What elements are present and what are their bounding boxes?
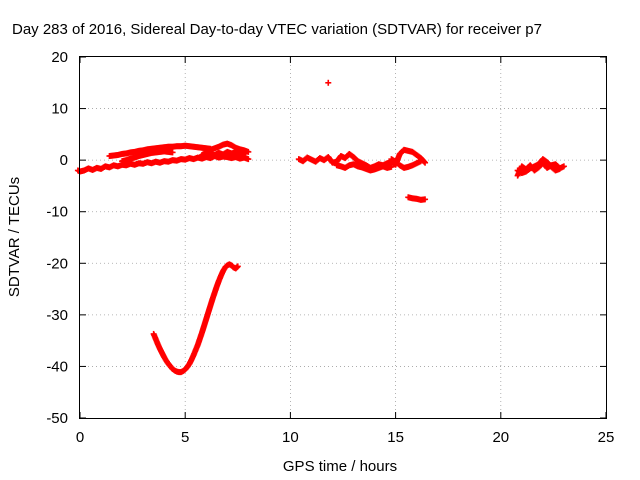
data-point — [556, 165, 563, 172]
marks-layer — [74, 79, 567, 376]
plot-frame — [79, 56, 607, 419]
data-point — [245, 148, 252, 155]
y-tick-label: 20 — [51, 49, 68, 66]
data-point — [169, 149, 176, 156]
x-tick-label: 10 — [282, 429, 299, 446]
y-tick-label: 10 — [51, 101, 68, 118]
data-point — [325, 79, 332, 86]
data-point — [241, 150, 248, 157]
data-point — [422, 196, 429, 203]
x-tick-label: 15 — [387, 429, 404, 446]
x-tick-label: 0 — [76, 429, 84, 446]
grid-layer — [80, 57, 606, 418]
y-tick-label: -40 — [46, 358, 68, 375]
data-point — [560, 163, 567, 170]
y-tick-label: -50 — [46, 410, 68, 427]
chart-title: Day 283 of 2016, Sidereal Day-to-day VTE… — [12, 21, 542, 38]
tick-label-layer: 0 5 10 15 20 25 -50 -40 -30 -20 -10 0 10 20 — [46, 49, 614, 446]
y-tick-label: 0 — [60, 152, 68, 169]
data-point — [234, 263, 241, 270]
y-tick-label: -20 — [46, 255, 68, 272]
x-axis-label: GPS time / hours — [283, 458, 397, 475]
y-axis-label: SDTVAR / TECUs — [6, 177, 23, 297]
data-point — [388, 163, 395, 170]
data-point — [422, 159, 429, 166]
y-tick-label: -10 — [46, 204, 68, 221]
x-tick-label: 25 — [598, 429, 615, 446]
x-tick-label: 20 — [492, 429, 509, 446]
data-point — [417, 158, 424, 165]
tick-layer — [79, 56, 607, 419]
y-tick-label: -30 — [46, 307, 68, 324]
x-tick-label: 5 — [181, 429, 189, 446]
data-point — [245, 156, 252, 163]
